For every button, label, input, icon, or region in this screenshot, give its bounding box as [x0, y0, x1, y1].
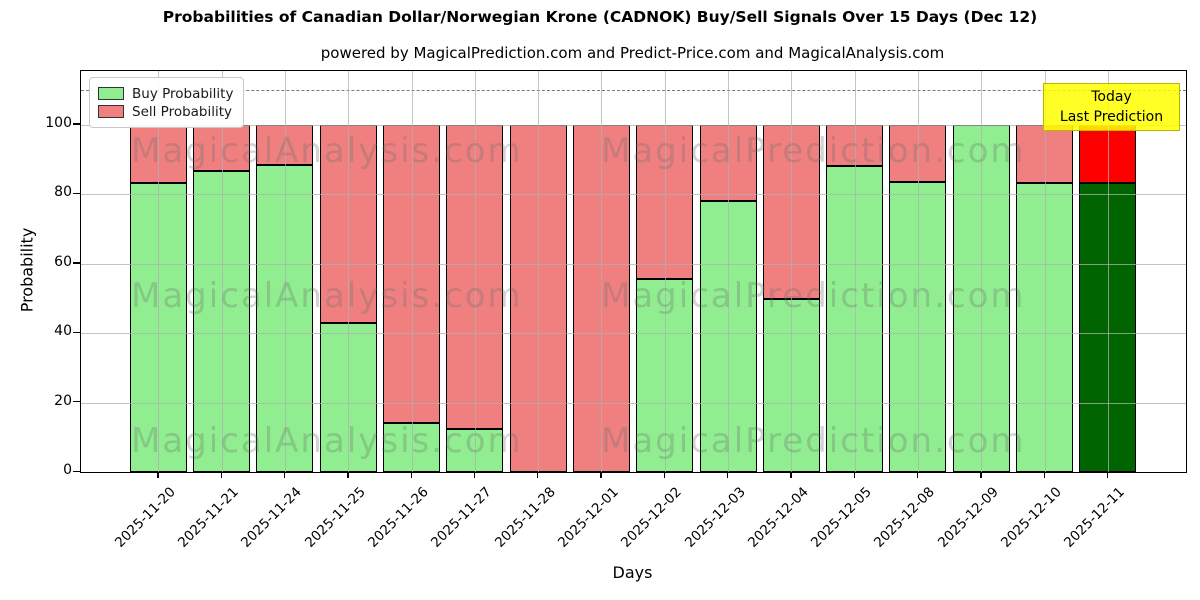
x-tick-label: 2025-12-10: [998, 484, 1065, 551]
x-axis-title: Days: [612, 563, 653, 582]
x-tick-label: 2025-12-02: [618, 484, 686, 551]
h-gridline: [81, 263, 1186, 265]
v-gridline: [1044, 71, 1046, 472]
x-tick-label: 2025-12-09: [934, 484, 1002, 551]
x-tick-label: 2025-12-11: [1061, 484, 1129, 551]
legend-item-buy: Buy Probability: [98, 85, 233, 102]
x-tick-mark: [916, 471, 919, 478]
v-gridline: [791, 71, 793, 472]
v-gridline: [538, 71, 540, 472]
y-tick-label: 100: [45, 114, 72, 131]
v-gridline: [411, 71, 413, 472]
today-annotation: Today Last Prediction: [1043, 83, 1180, 131]
x-tick-label: 2025-12-01: [554, 484, 622, 551]
plot-area: Buy Probability Sell Probability Today L…: [80, 70, 1187, 473]
legend: Buy Probability Sell Probability: [89, 77, 245, 128]
x-tick-label: 2025-12-03: [681, 484, 749, 551]
y-tick-mark: [73, 192, 80, 195]
x-tick-mark: [410, 471, 412, 478]
legend-label-sell: Sell Probability: [132, 103, 233, 120]
x-tick-mark: [853, 471, 855, 478]
x-tick-label: 2025-11-25: [301, 484, 369, 551]
v-gridline: [601, 71, 603, 472]
y-tick-mark: [73, 401, 80, 403]
sell-swatch-icon: [98, 105, 124, 118]
v-gridline: [854, 71, 856, 472]
x-tick-label: 2025-12-05: [808, 484, 875, 551]
x-tick-label: 2025-11-24: [238, 484, 306, 551]
x-tick-mark: [980, 471, 982, 478]
dashed-reference-line: [81, 90, 1186, 92]
y-tick-mark: [73, 331, 80, 333]
x-tick-mark: [790, 471, 792, 478]
y-tick-label: 60: [54, 253, 72, 270]
chart-title: Probabilities of Canadian Dollar/Norwegi…: [162, 8, 1038, 26]
v-gridline: [1107, 71, 1109, 472]
x-tick-label: 2025-11-21: [175, 484, 242, 551]
x-tick-mark: [1106, 471, 1109, 478]
today-annotation-line2: Last Prediction: [1059, 109, 1164, 125]
x-tick-mark: [347, 471, 349, 478]
x-tick-mark: [727, 471, 729, 478]
v-gridline: [917, 71, 919, 472]
h-gridline: [81, 333, 1186, 335]
x-tick-mark: [537, 471, 539, 478]
buy-swatch-icon: [98, 87, 124, 100]
x-tick-mark: [157, 471, 159, 478]
y-tick-label: 40: [54, 323, 72, 340]
x-tick-label: 2025-11-28: [491, 484, 559, 551]
x-tick-mark: [1043, 471, 1045, 478]
h-gridline: [81, 402, 1186, 404]
v-gridline: [981, 71, 983, 472]
x-tick-mark: [283, 471, 286, 478]
x-tick-label: 2025-11-20: [111, 484, 179, 551]
y-tick-mark: [73, 262, 80, 264]
chart-subtitle: powered by MagicalPrediction.com and Pre…: [320, 44, 945, 62]
v-gridline: [664, 71, 666, 472]
x-tick-mark: [663, 471, 666, 478]
v-gridline: [348, 71, 350, 472]
x-tick-mark: [473, 471, 476, 478]
v-gridline: [284, 71, 286, 472]
legend-label-buy: Buy Probability: [132, 85, 234, 102]
y-tick-label: 0: [63, 462, 72, 478]
x-tick-label: 2025-11-26: [365, 484, 432, 551]
h-gridline: [81, 194, 1186, 196]
y-tick-label: 80: [54, 184, 72, 201]
y-tick-mark: [73, 123, 80, 125]
y-tick-mark: [73, 470, 80, 472]
y-axis-title: Probability: [17, 227, 37, 313]
x-tick-label: 2025-11-27: [428, 484, 496, 551]
x-tick-mark: [600, 471, 602, 478]
legend-item-sell: Sell Probability: [98, 103, 233, 120]
v-gridline: [158, 71, 160, 472]
x-tick-label: 2025-12-08: [871, 484, 939, 551]
v-gridline: [474, 71, 476, 472]
x-tick-mark: [220, 471, 222, 478]
v-gridline: [728, 71, 729, 472]
h-gridline: [81, 124, 1186, 126]
y-tick-label: 20: [54, 392, 72, 409]
today-annotation-line1: Today: [1091, 88, 1132, 105]
v-gridline: [221, 71, 223, 472]
x-tick-label: 2025-12-04: [744, 484, 812, 551]
